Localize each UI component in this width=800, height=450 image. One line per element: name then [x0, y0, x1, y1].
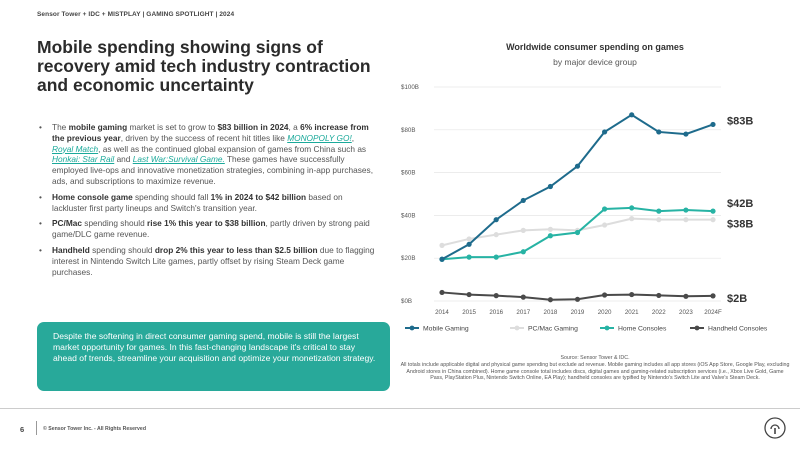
data-point	[629, 205, 635, 211]
end-label: $38B	[727, 219, 753, 231]
report-header: Sensor Tower + IDC + MISTPLAY | GAMING S…	[37, 11, 235, 18]
data-point	[547, 226, 553, 232]
data-point	[493, 293, 499, 299]
x-tick-label: 2016	[489, 309, 503, 316]
data-point	[466, 291, 472, 298]
data-point	[683, 207, 689, 213]
data-point	[574, 163, 581, 169]
legend-label: Home Consoles	[618, 325, 667, 332]
end-label: $83B	[727, 115, 753, 127]
page-title: Mobile spending showing signs of recover…	[37, 37, 371, 95]
x-tick-label: 2024F	[704, 309, 722, 316]
x-tick-label: 2021	[625, 309, 639, 316]
data-point	[547, 233, 553, 239]
data-point	[493, 254, 499, 260]
spending-line-chart: Worldwide consumer spending on games by …	[401, 42, 768, 332]
data-point	[466, 236, 472, 242]
end-label: $2B	[727, 293, 747, 305]
data-point	[466, 254, 472, 260]
data-point	[547, 183, 553, 190]
legend-label: PC/Mac Gaming	[528, 325, 578, 332]
data-point	[574, 296, 581, 302]
x-tick-label: 2020	[598, 309, 612, 316]
chart-subtitle: by major device group	[553, 57, 637, 67]
data-point	[710, 217, 716, 223]
legend-label: Mobile Gaming	[423, 325, 469, 332]
copyright-text: © Sensor Tower Inc. - All Rights Reserve…	[43, 426, 146, 432]
data-point	[602, 292, 608, 298]
bullet-list: The mobile gaming market is set to grow …	[37, 122, 377, 282]
data-point	[439, 289, 445, 296]
data-point	[656, 292, 662, 299]
bullet-handheld: Handheld spending should drop 2% this ye…	[37, 245, 377, 277]
data-point	[466, 241, 472, 247]
x-tick-label: 2023	[679, 309, 693, 316]
legend-label: Handheld Consoles	[708, 325, 768, 332]
data-point	[710, 293, 716, 299]
data-point	[710, 208, 716, 214]
x-tick-label: 2019	[571, 309, 585, 316]
data-point	[520, 227, 526, 233]
data-point	[439, 242, 445, 248]
chart-title: Worldwide consumer spending on games	[506, 42, 684, 52]
data-point	[683, 293, 689, 299]
data-point	[547, 297, 553, 303]
data-point	[574, 229, 581, 236]
data-point	[710, 121, 716, 128]
data-point	[602, 222, 608, 228]
data-point	[602, 129, 608, 135]
data-point	[629, 112, 635, 118]
legend-marker	[694, 325, 700, 331]
data-point	[602, 206, 608, 212]
y-tick-label: $20B	[401, 255, 415, 262]
x-tick-label: 2017	[516, 309, 530, 316]
data-point	[683, 131, 689, 137]
link-honkai-star-rail[interactable]: Honkai: Star Rail	[52, 154, 115, 165]
source-note: Source: Sensor Tower & IDC. All totals i…	[400, 355, 790, 382]
footer-divider	[0, 408, 800, 409]
y-tick-label: $100B	[401, 84, 419, 91]
data-point	[520, 249, 526, 255]
link-monopoly-go[interactable]: MONOPOLY GO!	[287, 132, 352, 143]
link-royal-match[interactable]: Royal Match	[52, 143, 99, 154]
sensor-tower-logo-icon	[764, 417, 786, 439]
bullet-mobile: The mobile gaming market is set to grow …	[37, 122, 377, 187]
data-point	[629, 216, 635, 222]
y-tick-label: $60B	[401, 170, 415, 177]
data-point	[520, 197, 526, 204]
bullet-console: Home console game spending should fall 1…	[37, 192, 377, 214]
page-number: 6	[20, 425, 25, 434]
legend-marker	[514, 325, 520, 331]
callout-box: Despite the softening in direct consumer…	[37, 322, 390, 391]
data-point	[520, 294, 526, 300]
y-tick-label: $80B	[401, 127, 415, 134]
source-line: Source: Sensor Tower & IDC.	[560, 355, 630, 361]
data-point	[439, 256, 445, 262]
x-tick-label: 2022	[652, 309, 666, 316]
data-point	[629, 291, 635, 298]
data-point	[656, 129, 662, 135]
legend-marker	[409, 325, 415, 331]
x-tick-label: 2015	[462, 309, 476, 316]
end-label: $42B	[727, 198, 753, 210]
x-tick-label: 2018	[544, 309, 558, 316]
data-point	[493, 217, 499, 223]
data-point	[656, 208, 662, 214]
legend-marker	[604, 325, 610, 331]
y-tick-label: $40B	[401, 212, 415, 219]
data-point	[493, 232, 499, 238]
y-tick-label: $0B	[401, 298, 412, 305]
data-point	[683, 217, 689, 223]
footer-separator	[36, 421, 37, 435]
data-point	[656, 217, 662, 223]
source-detail: All totals include applicable digital an…	[400, 361, 790, 382]
x-tick-label: 2014	[435, 309, 449, 316]
bullet-pc: PC/Mac spending should rise 1% this year…	[37, 218, 377, 240]
link-last-war[interactable]: Last War:Survival Game.	[132, 154, 225, 165]
